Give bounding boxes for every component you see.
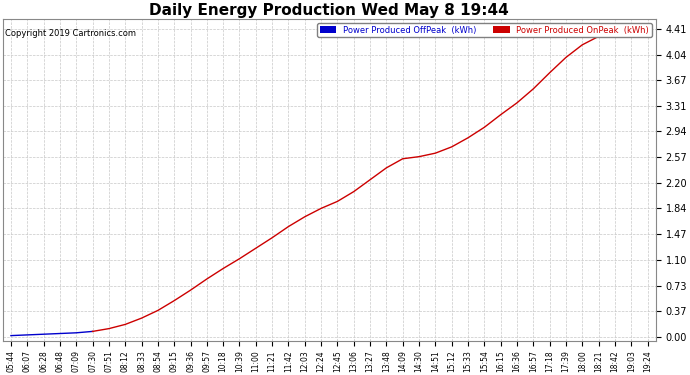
Text: Copyright 2019 Cartronics.com: Copyright 2019 Cartronics.com: [5, 28, 136, 38]
Title: Daily Energy Production Wed May 8 19:44: Daily Energy Production Wed May 8 19:44: [150, 3, 509, 18]
Legend: Power Produced OffPeak  (kWh), Power Produced OnPeak  (kWh): Power Produced OffPeak (kWh), Power Prod…: [317, 23, 651, 37]
